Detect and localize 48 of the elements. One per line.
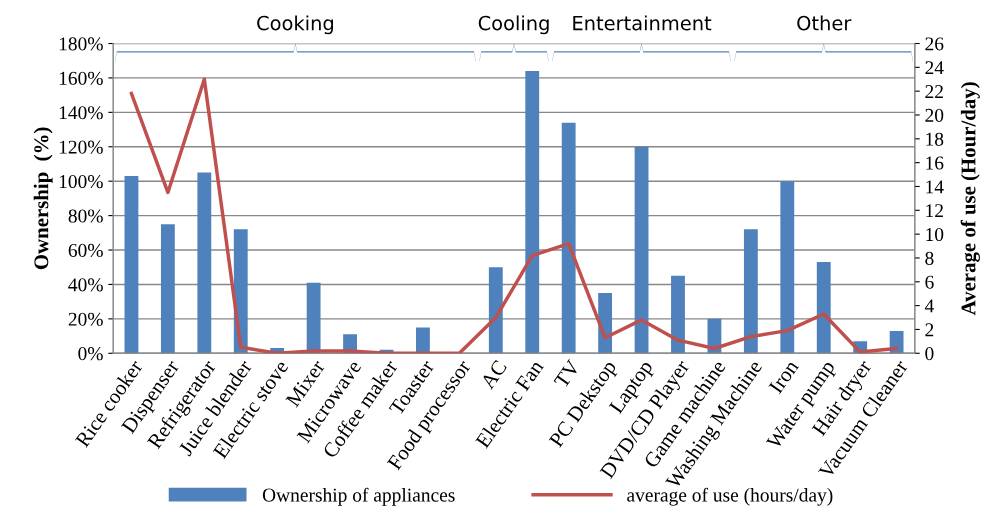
y-tick-label: 140% bbox=[59, 106, 103, 120]
y-tick-label: 80% bbox=[68, 209, 103, 223]
bar bbox=[743, 229, 758, 354]
y-tick-label: 0% bbox=[78, 347, 103, 361]
y2-tick-label: 0 bbox=[925, 347, 934, 361]
y2-tick-label: 10 bbox=[926, 227, 944, 242]
bar bbox=[671, 275, 685, 354]
bar bbox=[488, 267, 503, 354]
y-tick-label: 40% bbox=[68, 278, 103, 292]
y2-tick-label: 14 bbox=[926, 180, 944, 194]
legend-label: Ownership of appliances bbox=[262, 487, 455, 506]
y-tick-label: 60% bbox=[68, 243, 103, 258]
y2-tick-label: 2 bbox=[925, 323, 934, 337]
bar bbox=[780, 181, 795, 354]
x-tick-label: AC bbox=[479, 359, 508, 391]
text: Cooking bbox=[257, 15, 333, 35]
y-axis-title: Ownership (%) bbox=[33, 127, 53, 270]
y2-tick-label: 26 bbox=[925, 37, 944, 51]
bar bbox=[889, 330, 904, 354]
text: Other bbox=[797, 15, 852, 31]
y2-tick-label: 4 bbox=[924, 299, 934, 313]
bar bbox=[160, 224, 175, 354]
y-tick-label: 100% bbox=[59, 175, 103, 189]
y2-axis-title: Average of use (Hour/day) bbox=[960, 82, 980, 316]
legend-label: average of use (hours/day) bbox=[627, 487, 833, 506]
bar bbox=[561, 122, 576, 354]
line-series bbox=[129, 77, 899, 354]
y-tick-label: 20% bbox=[68, 312, 103, 326]
y-tick-label: 160% bbox=[59, 71, 103, 85]
y2-tick-label: 20 bbox=[925, 108, 944, 122]
bar bbox=[416, 327, 430, 354]
y2-tick-label: 24 bbox=[925, 61, 944, 75]
bar bbox=[634, 146, 649, 354]
bar bbox=[197, 172, 212, 354]
bar bbox=[124, 176, 139, 354]
y2-tick-label: 22 bbox=[925, 85, 943, 98]
y2-tick-label: 18 bbox=[926, 132, 944, 146]
text: Cooling bbox=[478, 15, 549, 35]
x-tick-label: Iron bbox=[768, 358, 800, 395]
y2-tick-label: 16 bbox=[926, 156, 944, 170]
text: Entertainment bbox=[573, 15, 712, 31]
y-tick-label: 180% bbox=[59, 37, 103, 51]
bar bbox=[525, 71, 540, 354]
bar bbox=[816, 262, 831, 354]
y2-tick-label: 8 bbox=[925, 251, 934, 265]
y-tick-label: 120% bbox=[59, 140, 103, 154]
y2-tick-label: 12 bbox=[926, 204, 943, 218]
y2-tick-label: 6 bbox=[925, 275, 934, 289]
